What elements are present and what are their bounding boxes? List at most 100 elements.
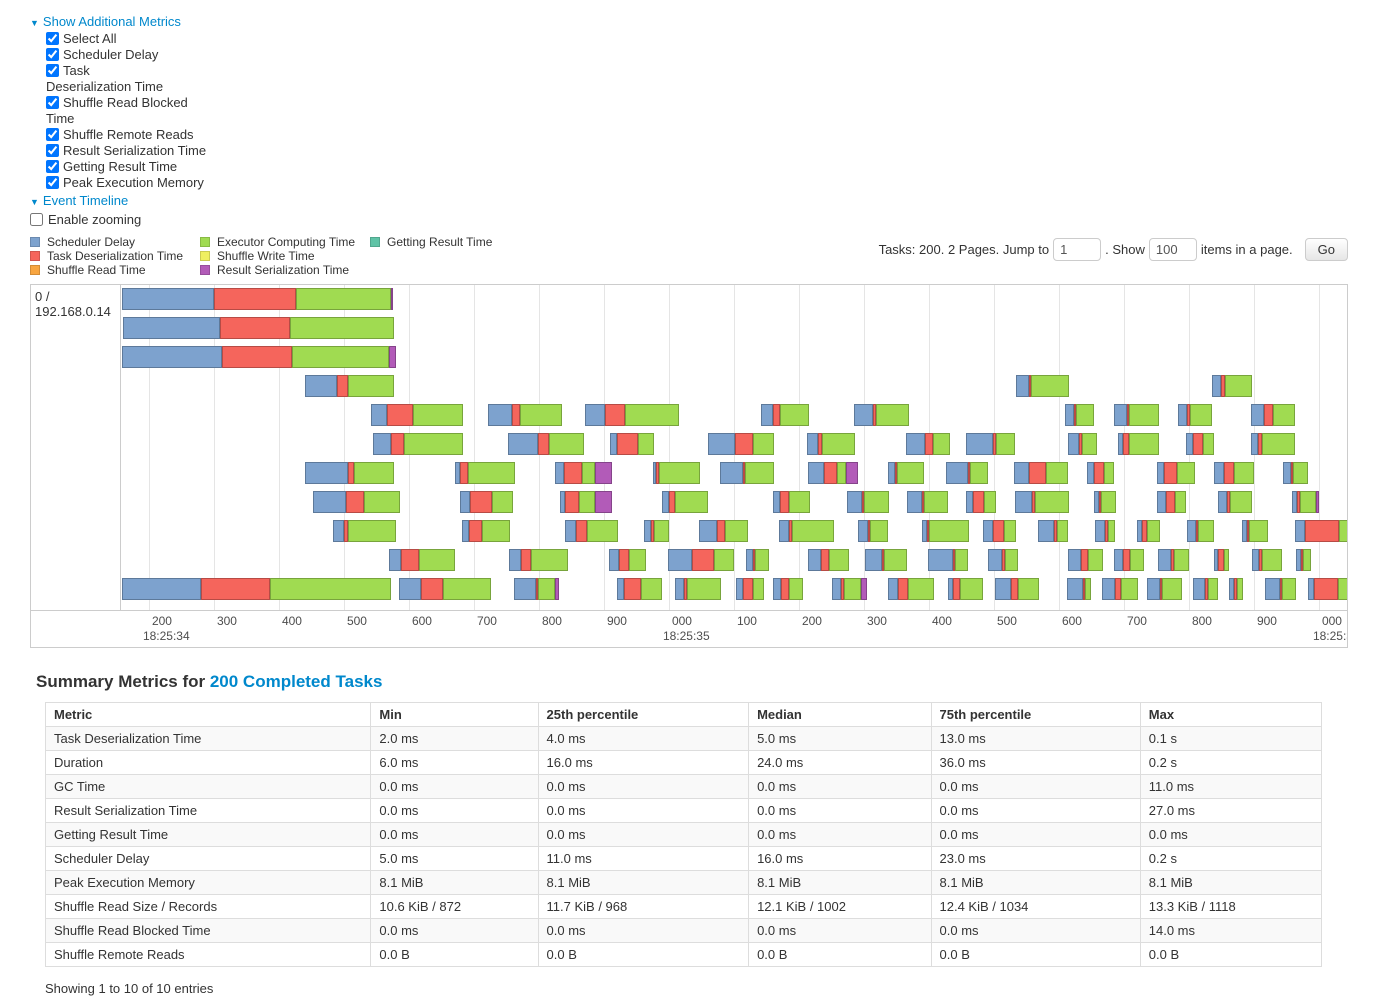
metric-checkbox-row[interactable]: Task Deserialization Time	[46, 63, 164, 95]
task-bar[interactable]	[1156, 491, 1186, 513]
task-bar[interactable]	[1229, 578, 1243, 600]
task-bar[interactable]	[462, 520, 510, 542]
task-bar[interactable]	[1136, 520, 1160, 542]
task-bar[interactable]	[1251, 549, 1282, 571]
task-bar[interactable]	[1157, 549, 1189, 571]
task-bar[interactable]	[1250, 404, 1295, 426]
task-bar[interactable]	[564, 520, 619, 542]
task-bar[interactable]	[906, 491, 948, 513]
task-bar[interactable]	[846, 491, 889, 513]
task-bar[interactable]	[304, 375, 394, 397]
task-bar[interactable]	[1101, 578, 1139, 600]
task-bar[interactable]	[965, 491, 996, 513]
task-bar[interactable]	[887, 578, 935, 600]
task-bar[interactable]	[1114, 404, 1159, 426]
task-bar[interactable]	[121, 288, 394, 310]
task-bar[interactable]	[616, 578, 662, 600]
task-bar[interactable]	[1211, 375, 1252, 397]
task-bar[interactable]	[332, 520, 397, 542]
task-bar[interactable]	[1185, 433, 1215, 455]
metric-checkbox-row[interactable]: Shuffle Remote Reads	[46, 127, 218, 143]
metric-checkbox[interactable]	[46, 96, 59, 109]
task-bar[interactable]	[373, 433, 464, 455]
task-bar[interactable]	[559, 491, 612, 513]
task-bar[interactable]	[1067, 433, 1098, 455]
task-bar[interactable]	[488, 404, 563, 426]
task-bar[interactable]	[661, 491, 708, 513]
task-bar[interactable]	[807, 462, 858, 484]
task-bar[interactable]	[1013, 462, 1068, 484]
task-bar[interactable]	[1291, 491, 1319, 513]
task-bar[interactable]	[514, 578, 559, 600]
metric-checkbox-row[interactable]: Scheduler Delay	[46, 47, 218, 63]
task-bar[interactable]	[1067, 549, 1103, 571]
metric-checkbox-row[interactable]: Getting Result Time	[46, 159, 218, 175]
show-additional-metrics-toggle[interactable]: ▼ Show Additional Metrics	[30, 14, 1348, 29]
task-bar[interactable]	[735, 578, 764, 600]
task-bar[interactable]	[1264, 578, 1297, 600]
task-bar[interactable]	[1213, 549, 1230, 571]
task-bar[interactable]	[761, 404, 810, 426]
task-bar[interactable]	[927, 549, 968, 571]
task-bar[interactable]	[312, 491, 400, 513]
task-bar[interactable]	[1213, 462, 1254, 484]
task-bar[interactable]	[1177, 404, 1213, 426]
task-bar[interactable]	[772, 578, 803, 600]
task-bar[interactable]	[1114, 549, 1144, 571]
task-bar[interactable]	[1086, 462, 1115, 484]
task-bar[interactable]	[1014, 491, 1069, 513]
jump-to-page-input[interactable]	[1053, 238, 1102, 261]
metric-checkbox-row[interactable]: Peak Execution Memory	[46, 175, 218, 191]
task-bar[interactable]	[745, 549, 769, 571]
task-bar[interactable]	[555, 462, 612, 484]
task-bar[interactable]	[906, 433, 950, 455]
task-bar[interactable]	[806, 433, 855, 455]
metric-checkbox-row[interactable]: Select All	[46, 31, 218, 47]
task-bar[interactable]	[459, 491, 513, 513]
task-bar[interactable]	[609, 549, 647, 571]
task-bar[interactable]	[947, 578, 983, 600]
metric-checkbox[interactable]	[46, 176, 59, 189]
task-bar[interactable]	[1093, 491, 1117, 513]
metric-checkbox[interactable]	[46, 160, 59, 173]
task-bar[interactable]	[121, 578, 391, 600]
task-bar[interactable]	[121, 346, 397, 368]
task-bar[interactable]	[674, 578, 721, 600]
task-bar[interactable]	[1186, 520, 1214, 542]
task-bar[interactable]	[399, 578, 491, 600]
enable-zooming-checkbox[interactable]	[30, 213, 43, 226]
task-bar[interactable]	[857, 520, 888, 542]
task-bar[interactable]	[965, 433, 1016, 455]
task-bar[interactable]	[122, 317, 395, 339]
task-bar[interactable]	[304, 462, 394, 484]
task-bar[interactable]	[982, 520, 1016, 542]
task-bar[interactable]	[667, 549, 734, 571]
task-bar[interactable]	[388, 549, 455, 571]
task-bar[interactable]	[807, 549, 849, 571]
task-bar[interactable]	[1294, 520, 1347, 542]
task-bar[interactable]	[1218, 491, 1252, 513]
task-bar[interactable]	[1242, 520, 1268, 542]
task-bar[interactable]	[1117, 433, 1159, 455]
task-bar[interactable]	[507, 433, 585, 455]
task-bar[interactable]	[1066, 578, 1091, 600]
task-bar[interactable]	[698, 520, 749, 542]
task-bar[interactable]	[921, 520, 970, 542]
task-bar[interactable]	[778, 520, 834, 542]
task-bar[interactable]	[1283, 462, 1308, 484]
task-bar[interactable]	[1156, 462, 1195, 484]
task-bar[interactable]	[1296, 549, 1312, 571]
task-bar[interactable]	[887, 462, 924, 484]
task-bar[interactable]	[772, 491, 810, 513]
task-bar[interactable]	[865, 549, 907, 571]
task-bar[interactable]	[644, 520, 669, 542]
enable-zooming-checkbox-row[interactable]: Enable zooming	[30, 212, 1348, 228]
task-bar[interactable]	[987, 549, 1018, 571]
items-per-page-input[interactable]	[1148, 238, 1197, 261]
task-bar[interactable]	[719, 462, 775, 484]
task-bar[interactable]	[995, 578, 1039, 600]
event-timeline-toggle[interactable]: ▼ Event Timeline	[30, 193, 1348, 208]
metric-checkbox-row[interactable]: Shuffle Read Blocked Time	[46, 95, 218, 127]
metric-checkbox[interactable]	[46, 48, 59, 61]
task-bar[interactable]	[371, 404, 463, 426]
